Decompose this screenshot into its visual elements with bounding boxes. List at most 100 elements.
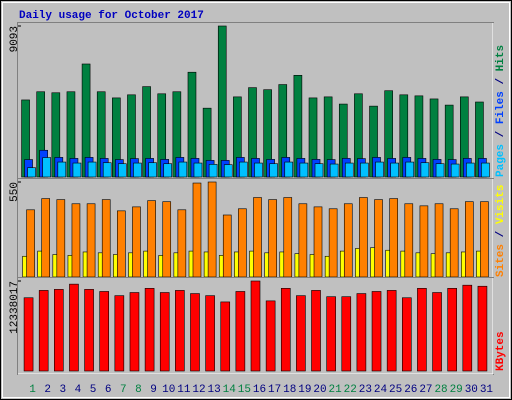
bar <box>298 203 308 278</box>
x-tick-label: 13 <box>208 384 221 396</box>
bar <box>26 209 35 278</box>
x-tick-label: 16 <box>253 384 266 396</box>
bar <box>129 292 140 372</box>
y-tick-label: 12338017 <box>9 281 21 334</box>
x-tick-label: 10 <box>162 384 175 396</box>
bar <box>57 161 67 178</box>
bar <box>178 161 188 178</box>
bar <box>162 201 172 278</box>
bar <box>117 210 126 278</box>
bar <box>220 301 231 372</box>
bar <box>71 203 81 278</box>
x-tick-label: 1 <box>29 384 36 396</box>
bar <box>54 289 64 372</box>
legend-entry: Pages <box>495 144 507 177</box>
bar <box>449 208 459 278</box>
bar <box>371 291 382 372</box>
bar <box>41 198 50 278</box>
x-tick-label: 30 <box>465 384 478 396</box>
bar <box>238 208 247 278</box>
x-tick-label: 9 <box>150 384 157 396</box>
bar <box>147 200 156 278</box>
bar <box>280 288 291 372</box>
bar <box>250 280 261 372</box>
bar <box>269 163 278 178</box>
bar <box>435 163 445 178</box>
bar <box>356 293 367 372</box>
x-tick-label: 4 <box>75 384 82 396</box>
bar <box>434 203 444 278</box>
bar <box>132 206 141 278</box>
x-tick-label: 2 <box>44 384 51 396</box>
legend: Pages / Files / Hits <box>495 45 507 177</box>
bar <box>450 163 460 178</box>
bar <box>481 162 490 178</box>
legend-separator: / <box>495 124 507 144</box>
bar <box>341 296 352 372</box>
bar <box>432 292 442 372</box>
bar <box>177 209 187 278</box>
x-tick-label: 22 <box>344 384 357 396</box>
bar <box>42 157 51 178</box>
x-tick-label: 18 <box>283 384 296 396</box>
bar <box>311 290 321 372</box>
legend-entry: Files <box>495 91 507 124</box>
bar <box>253 197 262 278</box>
bar <box>163 163 173 178</box>
bar <box>265 300 276 372</box>
bar <box>296 295 306 372</box>
bar <box>72 162 82 178</box>
bar <box>447 288 457 372</box>
bar <box>344 162 354 178</box>
x-tick-label: 6 <box>105 384 112 396</box>
bar <box>284 161 294 178</box>
bar <box>420 162 430 178</box>
bar <box>268 199 277 278</box>
bar <box>118 163 127 178</box>
bar <box>27 167 36 178</box>
bar <box>477 285 488 372</box>
bar <box>208 164 218 178</box>
bar <box>38 290 49 372</box>
bar <box>404 203 414 278</box>
x-tick-label: 14 <box>223 384 237 396</box>
x-tick-label: 24 <box>374 384 388 396</box>
x-tick-label: 26 <box>404 384 417 396</box>
bar <box>102 162 112 178</box>
bar <box>417 288 427 372</box>
legend-separator: / <box>495 224 507 244</box>
bar <box>405 161 415 178</box>
bar <box>192 182 202 278</box>
bar <box>205 295 215 372</box>
legend-entry: Sites <box>495 244 507 277</box>
x-tick-label: 28 <box>434 384 447 396</box>
bar <box>283 197 293 278</box>
bar <box>389 198 398 278</box>
bar <box>359 197 368 278</box>
bar <box>466 162 475 178</box>
x-tick-label: 21 <box>329 384 343 396</box>
bar <box>239 161 248 178</box>
x-tick-label: 8 <box>135 384 142 396</box>
bar <box>84 289 94 372</box>
bar <box>326 296 336 372</box>
x-tick-label: 3 <box>60 384 67 396</box>
x-tick-label: 20 <box>313 384 326 396</box>
chart-title: Daily usage for October 2017 <box>19 10 204 22</box>
bar <box>329 163 339 178</box>
bar <box>313 206 323 278</box>
bar <box>23 297 34 372</box>
bar <box>223 164 233 178</box>
legend-separator: / <box>495 71 507 91</box>
bar <box>375 161 384 178</box>
x-tick-label: 19 <box>298 384 311 396</box>
x-tick-label: 17 <box>268 384 281 396</box>
bar <box>401 297 412 372</box>
x-tick-label: 27 <box>419 384 432 396</box>
x-tick-label: 25 <box>389 384 402 396</box>
x-tick-label: 29 <box>450 384 463 396</box>
bar <box>480 201 489 278</box>
legend-entry: Visits <box>495 185 507 225</box>
bar <box>374 199 383 278</box>
bar <box>419 205 429 278</box>
